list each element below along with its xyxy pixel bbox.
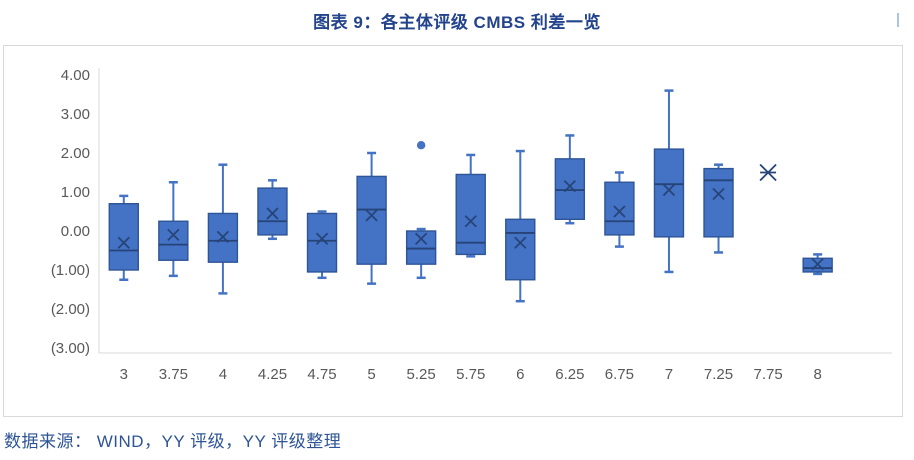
mean-marker-4.75 — [315, 232, 329, 245]
y-tick-label: 4.00 — [61, 67, 90, 84]
x-tick-label: 7.75 — [753, 366, 782, 383]
x-tick-label: 7.25 — [704, 366, 733, 383]
x-tick-label: 4 — [219, 366, 227, 383]
y-tick-label: 0.00 — [61, 223, 90, 240]
x-tick-label: 6.25 — [555, 366, 584, 383]
box-7 — [653, 148, 685, 238]
data-source-note: 数据来源： WIND，YY 评级，YY 评级整理 — [4, 432, 342, 451]
figure-title: 图表 9：各主体评级 CMBS 利差一览 — [313, 13, 601, 32]
mean-marker-8 — [811, 258, 824, 271]
box-4.75 — [306, 212, 338, 273]
box-6.75 — [604, 181, 635, 236]
box-5.75 — [455, 173, 486, 256]
mean-marker-7.75 — [759, 163, 777, 182]
x-tick-label: 7 — [665, 366, 673, 383]
box-4.25 — [257, 187, 288, 236]
x-tick-label: 6 — [516, 366, 524, 383]
chart-panel: 4.00 3.00 2.00 1.00 0.00 (1.00) (2.00) (3.00) 3 3… — [3, 45, 903, 417]
boxplot-chart: 4.00 3.00 2.00 1.00 0.00 (1.00) (2.00) (3.00) 3 3… — [51, 67, 892, 383]
mean-marker-5.25 — [415, 232, 428, 245]
y-tick-label: (1.00) — [51, 262, 90, 279]
mean-marker-7.25 — [712, 187, 725, 201]
outlier-dot-5.25 — [416, 141, 426, 150]
x-tick-label: 4.75 — [307, 366, 336, 383]
page-edge-artifact — [897, 13, 899, 27]
box-6.25 — [554, 158, 586, 220]
mean-marker-5.75 — [464, 215, 477, 228]
box-5 — [356, 175, 387, 265]
box-7.25 — [703, 167, 734, 238]
mean-marker-4 — [216, 230, 230, 243]
box-5.25 — [405, 230, 437, 265]
x-tick-label: 4.25 — [258, 366, 287, 383]
y-tick-label: 3.00 — [61, 106, 90, 123]
y-tick-label: (2.00) — [51, 301, 90, 318]
mean-marker-7 — [662, 183, 676, 197]
mean-marker-4.25 — [266, 207, 279, 220]
box-3 — [108, 202, 139, 271]
x-tick-label: 3.75 — [159, 366, 188, 383]
box-6 — [505, 218, 536, 281]
mean-marker-6.25 — [563, 180, 576, 193]
y-tick-label: 1.00 — [61, 184, 90, 201]
mean-marker-6.75 — [613, 205, 626, 218]
x-tick-label: 5 — [367, 366, 375, 383]
x-tick-label: 5.25 — [407, 366, 436, 383]
box-3.75 — [158, 220, 189, 261]
mean-marker-6 — [514, 236, 527, 249]
mean-marker-3.75 — [167, 228, 180, 242]
y-tick-label: 2.00 — [61, 145, 90, 162]
x-tick-label: 5.75 — [456, 366, 485, 383]
x-tick-label: 6.75 — [605, 366, 634, 383]
mean-marker-5 — [365, 209, 378, 222]
x-tick-label: 8 — [813, 366, 821, 383]
x-tick-label: 3 — [120, 366, 128, 383]
y-tick-label: (3.00) — [51, 340, 90, 357]
mean-marker-3 — [117, 236, 130, 249]
